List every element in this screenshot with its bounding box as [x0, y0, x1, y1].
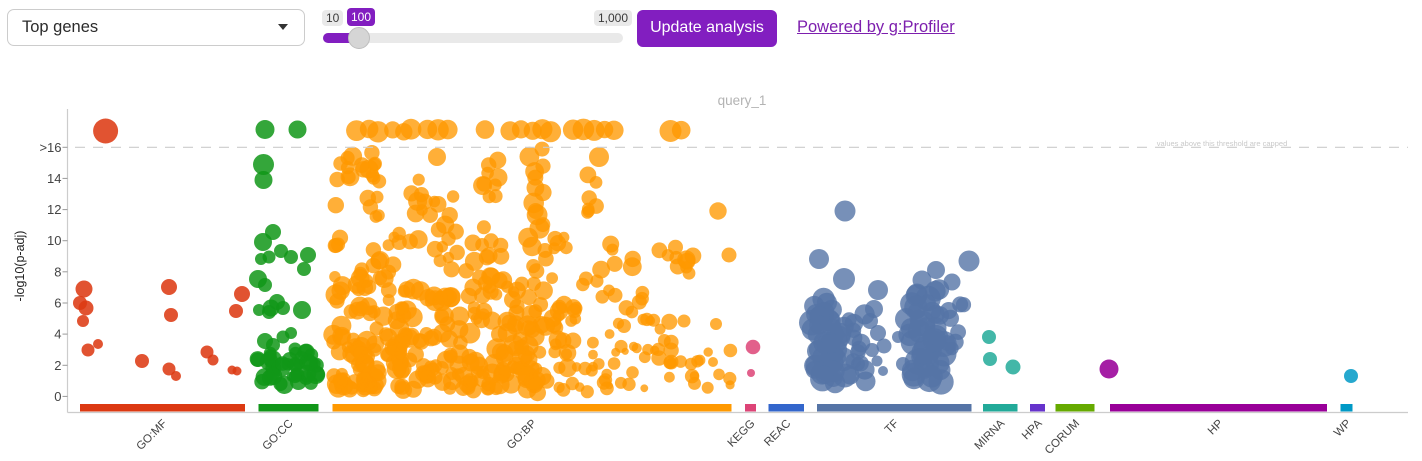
- svg-text:10: 10: [47, 233, 61, 248]
- svg-text:MIRNA: MIRNA: [973, 417, 1008, 452]
- svg-text:>16: >16: [39, 140, 61, 155]
- svg-text:8: 8: [54, 264, 61, 279]
- svg-text:HPA: HPA: [1020, 417, 1045, 442]
- svg-text:2: 2: [54, 358, 61, 373]
- svg-text:4: 4: [54, 327, 61, 342]
- svg-text:GO:MF: GO:MF: [134, 418, 169, 453]
- svg-text:CORUM: CORUM: [1043, 418, 1082, 457]
- svg-text:GO:BP: GO:BP: [505, 417, 539, 451]
- svg-text:-log10(p-adj): -log10(p-adj): [13, 231, 27, 302]
- svg-text:REAC: REAC: [762, 418, 793, 449]
- svg-text:6: 6: [54, 296, 61, 311]
- svg-text:TF: TF: [883, 418, 901, 436]
- svg-text:query_1: query_1: [718, 93, 767, 108]
- svg-text:KEGG: KEGG: [726, 418, 758, 450]
- svg-text:HP: HP: [1206, 417, 1226, 437]
- svg-text:values above this threshold ar: values above this threshold are capped: [1157, 139, 1288, 148]
- svg-text:WP: WP: [1332, 417, 1354, 439]
- svg-text:14: 14: [47, 171, 61, 186]
- svg-text:0: 0: [54, 389, 61, 404]
- svg-text:GO:CC: GO:CC: [260, 418, 295, 453]
- svg-text:12: 12: [47, 202, 61, 217]
